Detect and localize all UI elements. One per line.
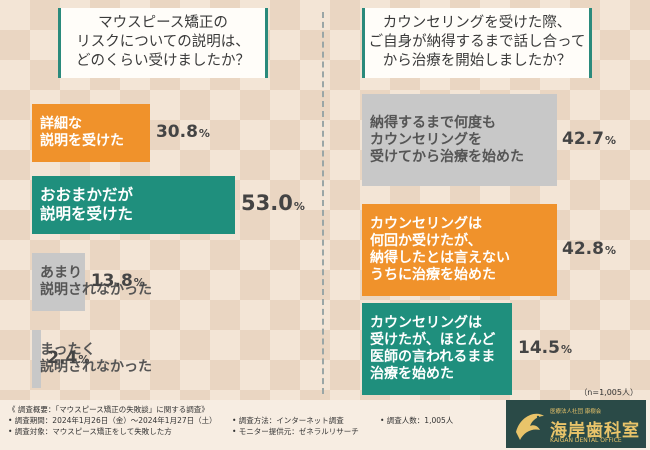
bar-category-label: 説明を受けた bbox=[40, 205, 134, 223]
bar-value-label: 13.8% bbox=[90, 270, 145, 291]
bar-left-2: あまり説明されなかった bbox=[32, 253, 152, 311]
left-question-box: マウスピース矯正の リスクについての説明は、 どのくらい受けましたか？ bbox=[58, 8, 268, 78]
survey-overview: 《 調査概要：「マウスピース矯正の失敗談」に関する調査》 bbox=[8, 405, 209, 414]
bar-left-1: おおまかだが 説明を受けた bbox=[32, 176, 235, 234]
bar-value-label: 42.8% bbox=[562, 238, 616, 259]
left-question-line: リスクについての説明は、 bbox=[76, 34, 250, 50]
dolphin-icon bbox=[516, 413, 544, 440]
bar-left-0: 詳細な 説明を受けた bbox=[32, 104, 150, 162]
bar-value-label: 2.4% bbox=[47, 347, 90, 368]
center-divider bbox=[322, 12, 324, 394]
bar-value-label: 14.5% bbox=[518, 337, 572, 358]
bar-category-label: カウンセリングは bbox=[370, 216, 482, 232]
bar-category-label: 何回か受けたが、 bbox=[370, 233, 482, 249]
right-question-box: カウンセリングを受けた際、 ご自身が納得するまで話し合って から治療を開始しまし… bbox=[362, 8, 592, 78]
bar-category-label: うちに治療を始めた bbox=[370, 267, 496, 283]
survey-method: • 調査方法：インターネット調査 bbox=[232, 416, 344, 425]
logo-english: KAIGAN DENTAL OFFICE bbox=[550, 437, 622, 444]
survey-target: • 調査対象：マウスピース矯正をして失敗した方 bbox=[8, 427, 172, 436]
survey-period: • 調査期間：2024年1月26日（金）〜2024年1月27日（土） bbox=[8, 416, 217, 425]
bar-category-label: 説明を受けた bbox=[40, 133, 124, 149]
right-question-line: ご自身が納得するまで話し合って bbox=[368, 34, 586, 50]
right-question-line: カウンセリングを受けた際、 bbox=[382, 15, 572, 31]
bar-category-label: 説明されなかった bbox=[40, 359, 152, 376]
bar-right-2: カウンセリングは 受けたが、ほとんど 医師の言われるまま 治療を始めた bbox=[362, 303, 512, 395]
bar-category-label: あまり bbox=[40, 265, 82, 281]
bar-category-label: 納得するまで何度も bbox=[370, 114, 496, 131]
survey-count: • 調査人数：1,005人 bbox=[380, 416, 454, 425]
survey-provider: • モニター提供元：ゼネラルリサーチ bbox=[232, 427, 359, 436]
bar-value-label: 30.8% bbox=[155, 121, 210, 142]
right-question-line: から治療を開始しましたか？ bbox=[382, 53, 572, 69]
logo-name: 海岸歯科室 bbox=[550, 421, 640, 441]
bar-right-0: 納得するまで何度も カウンセリングを 受けてから治療を始めた bbox=[362, 94, 557, 186]
logo-org: 医療法人社団 康樹会 bbox=[550, 409, 602, 415]
bar-left-3: まったく説明されなかった bbox=[32, 330, 152, 388]
bar-category-label: 説明されなかった bbox=[40, 282, 152, 299]
bar-category-label: カウンセリングは bbox=[370, 315, 482, 331]
left-question-line: どのくらい受けましたか？ bbox=[76, 53, 250, 69]
bar-category-label: まったく bbox=[40, 342, 95, 359]
bar-category-label: おおまかだが bbox=[40, 186, 134, 204]
left-question-line: マウスピース矯正の bbox=[98, 15, 228, 31]
bar-category-label: カウンセリングを bbox=[370, 131, 482, 148]
bar-category-label: 治療を始めた bbox=[370, 366, 454, 382]
bar-category-label: 詳細な bbox=[40, 116, 82, 132]
clinic-logo: 医療法人社団 康樹会 海岸歯科室 KAIGAN DENTAL OFFICE bbox=[506, 400, 646, 448]
bar-category-label: 納得したとは言えない bbox=[370, 250, 510, 266]
sample-size-note: （n=1,005人） bbox=[579, 388, 638, 397]
bar-category-label: 受けたが、ほとんど bbox=[370, 332, 496, 348]
bar-right-1: カウンセリングは 何回か受けたが、 納得したとは言えない うちに治療を始めた bbox=[362, 204, 557, 296]
bar-value-label: 53.0% bbox=[241, 191, 305, 216]
bar-category-label: 受けてから治療を始めた bbox=[370, 148, 524, 165]
bar-category-label: 医師の言われるまま bbox=[370, 349, 496, 365]
bar-value-label: 42.7% bbox=[562, 128, 616, 149]
